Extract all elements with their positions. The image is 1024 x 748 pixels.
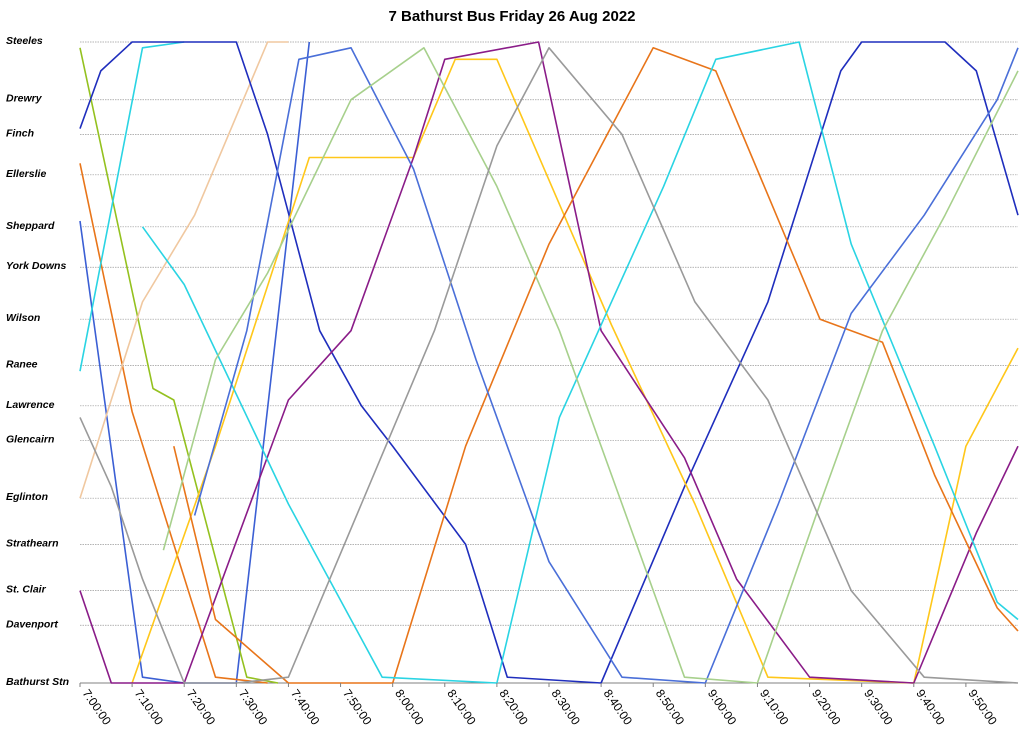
bus-trip-line <box>79 163 268 684</box>
stop-label: Drewry <box>6 93 43 105</box>
time-tick-label: 9:30:00 <box>861 687 896 728</box>
time-tick-label: 9:40:00 <box>913 687 948 728</box>
time-tick-label: 9:10:00 <box>757 687 792 728</box>
stop-label: Lawrence <box>6 399 55 411</box>
time-tick-label: 8:10:00 <box>444 687 479 728</box>
time-tick-label: 8:40:00 <box>601 687 636 728</box>
time-tick-label: 7:50:00 <box>340 687 375 728</box>
time-tick-label: 7:20:00 <box>184 687 219 728</box>
stop-label: Steeles <box>6 35 43 47</box>
stop-label: York Downs <box>6 260 66 272</box>
stop-label: Eglinton <box>6 491 48 503</box>
stop-label: Wilson <box>6 312 40 324</box>
bus-trip-line <box>141 41 1019 684</box>
time-tick-label: 9:20:00 <box>809 687 844 728</box>
stop-label: Ellerslie <box>6 168 46 180</box>
time-tick-label: 8:50:00 <box>653 687 688 728</box>
bus-trip-line <box>79 47 279 684</box>
bus-trip-line <box>193 46 1019 684</box>
bus-trip-line <box>79 41 311 684</box>
stop-label: Strathearn <box>6 537 59 549</box>
time-tick-label: 8:00:00 <box>392 687 427 728</box>
stop-label: St. Clair <box>6 584 47 596</box>
stop-label: Finch <box>6 127 34 139</box>
bus-trip-line <box>79 41 289 499</box>
bus-trip-line <box>162 46 1019 684</box>
bus-trip-line <box>79 41 1019 684</box>
bus-trip-line <box>79 41 185 372</box>
time-labels: 7:00:00 7:10:00 7:20:00 7:30:00 7:40:00 7:50:… <box>79 683 1000 728</box>
bus-trip-line <box>79 46 1019 684</box>
time-tick-label: 9:50:00 <box>965 687 1000 728</box>
time-tick-label: 7:10:00 <box>132 687 167 728</box>
bus-trip-line <box>131 58 1019 684</box>
trip-lines <box>79 41 1019 684</box>
stop-label: Glencairn <box>6 433 54 445</box>
time-tick-label: 7:30:00 <box>236 687 271 728</box>
time-tick-label: 9:00:00 <box>705 687 740 728</box>
stop-label: Davenport <box>6 618 58 630</box>
time-tick-label: 8:20:00 <box>496 687 531 728</box>
stop-label: Sheppard <box>6 220 55 232</box>
stop-labels: Steeles Drewry Finch Ellerslie Sheppard York … <box>6 35 69 688</box>
time-tick-label: 7:40:00 <box>288 687 323 728</box>
stop-label: Ranee <box>6 358 38 370</box>
time-tick-label: 8:30:00 <box>549 687 584 728</box>
bus-trip-line <box>79 41 1019 684</box>
time-tick-label: 7:00:00 <box>80 687 115 728</box>
stop-label: Bathurst Stn <box>6 676 69 688</box>
chart-title: 7 Bathurst Bus Friday 26 Aug 2022 <box>388 8 636 25</box>
